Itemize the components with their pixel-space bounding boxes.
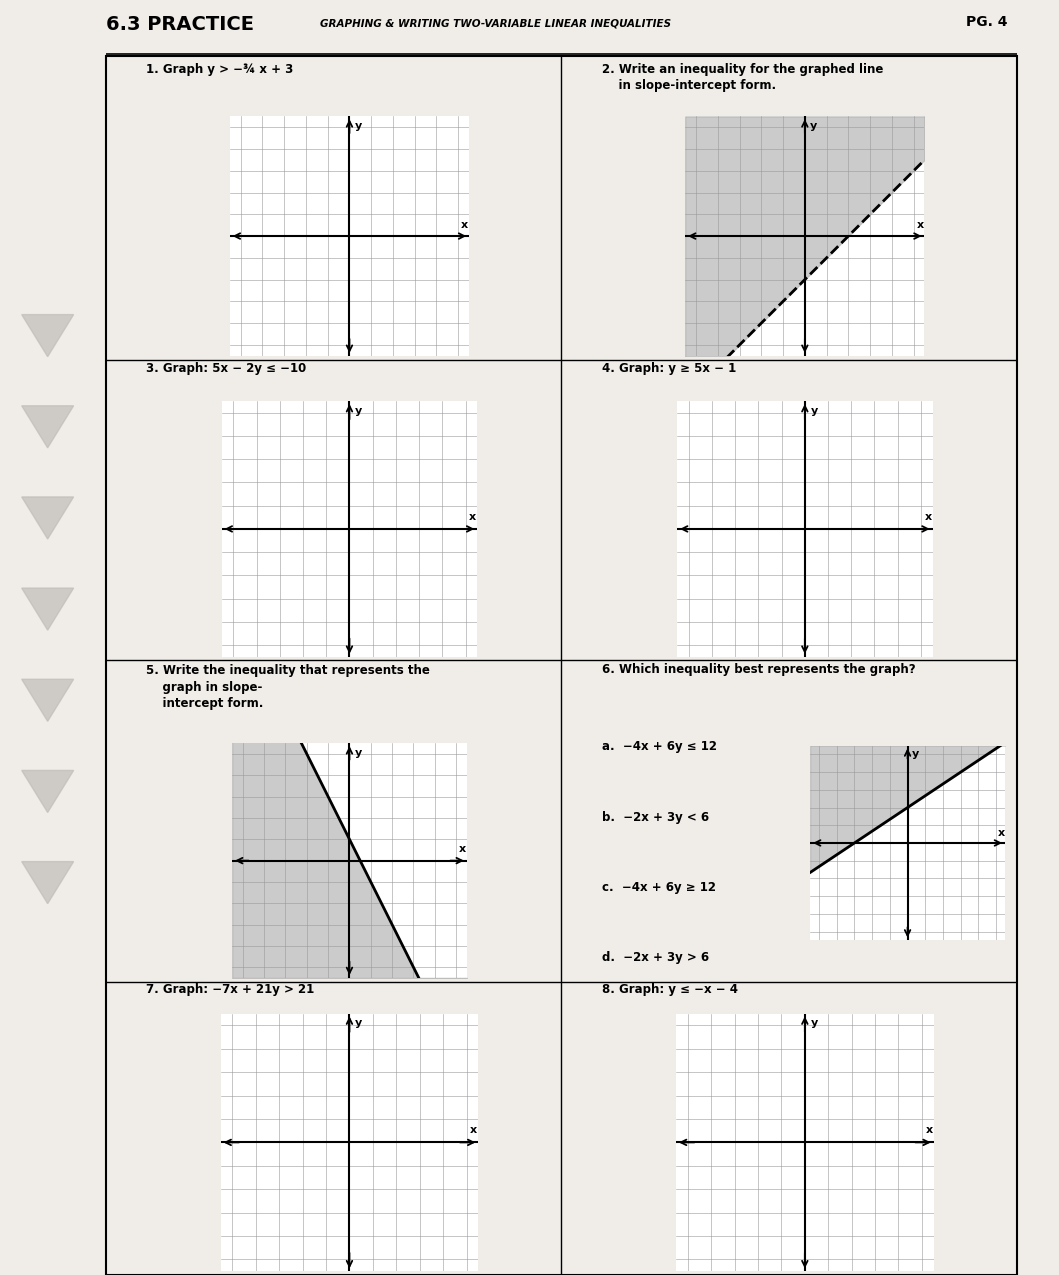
Text: x: x (469, 513, 477, 521)
Polygon shape (21, 770, 74, 812)
Text: x: x (998, 827, 1005, 838)
Text: x: x (459, 844, 466, 854)
Text: x: x (917, 219, 923, 230)
Polygon shape (21, 497, 74, 539)
Text: d.  −2x + 3y > 6: d. −2x + 3y > 6 (602, 951, 708, 964)
Text: x: x (462, 219, 468, 230)
Polygon shape (21, 588, 74, 630)
Text: 5. Write the inequality that represents the
    graph in slope-
    intercept fo: 5. Write the inequality that represents … (146, 664, 430, 710)
Text: y: y (810, 405, 818, 416)
Text: y: y (912, 750, 919, 759)
Text: x: x (926, 1126, 933, 1135)
Text: x: x (470, 1126, 478, 1135)
Text: y: y (355, 747, 362, 757)
Text: a.  −4x + 6y ≤ 12: a. −4x + 6y ≤ 12 (602, 741, 717, 754)
Text: c.  −4x + 6y ≥ 12: c. −4x + 6y ≥ 12 (602, 881, 716, 894)
Text: y: y (810, 121, 818, 131)
Text: 6.3 PRACTICE: 6.3 PRACTICE (106, 15, 254, 34)
Text: x: x (925, 513, 932, 521)
Text: y: y (355, 405, 362, 416)
Text: PG. 4: PG. 4 (966, 15, 1007, 29)
Polygon shape (21, 680, 74, 722)
Text: 8. Graph: y ≤ −x − 4: 8. Graph: y ≤ −x − 4 (602, 983, 737, 996)
Text: 7. Graph: −7x + 21y > 21: 7. Graph: −7x + 21y > 21 (146, 983, 315, 996)
Text: 3. Graph: 5x − 2y ≤ −10: 3. Graph: 5x − 2y ≤ −10 (146, 362, 306, 375)
Polygon shape (21, 315, 74, 357)
Polygon shape (21, 405, 74, 448)
Text: b.  −2x + 3y < 6: b. −2x + 3y < 6 (602, 811, 708, 824)
Text: 2. Write an inequality for the graphed line
    in slope-intercept form.: 2. Write an inequality for the graphed l… (602, 62, 883, 92)
Polygon shape (21, 862, 74, 904)
Text: 6. Which inequality best represents the graph?: 6. Which inequality best represents the … (602, 663, 915, 676)
Text: 1. Graph y > −¾ x + 3: 1. Graph y > −¾ x + 3 (146, 62, 293, 75)
Text: y: y (355, 121, 362, 131)
Text: GRAPHING & WRITING TWO-VARIABLE LINEAR INEQUALITIES: GRAPHING & WRITING TWO-VARIABLE LINEAR I… (320, 18, 671, 28)
Text: y: y (811, 1019, 818, 1029)
Text: 4. Graph: y ≥ 5x − 1: 4. Graph: y ≥ 5x − 1 (602, 362, 736, 375)
Text: y: y (356, 1019, 362, 1029)
